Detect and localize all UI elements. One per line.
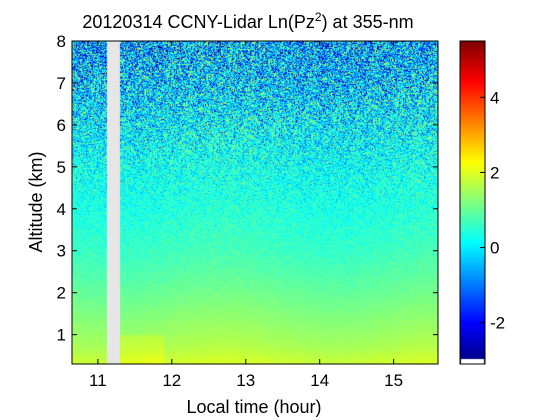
y-tick-label: 5 <box>57 158 66 177</box>
plot-area <box>71 40 439 365</box>
plot-frame <box>71 40 439 365</box>
colorbar-tick-label: 4 <box>490 88 499 107</box>
y-tick-label: 8 <box>57 32 66 51</box>
y-tick-label: 6 <box>57 116 66 135</box>
y-tick-label: 7 <box>57 74 66 93</box>
x-tick-label: 11 <box>89 371 107 390</box>
colorbar: -2 0 2 4 <box>459 40 505 365</box>
y-axis-label: Altitude (km) <box>26 151 46 252</box>
colorbar-tick-label: 0 <box>490 239 499 258</box>
x-tick-label: 13 <box>236 371 255 390</box>
colorbar-tick-label: -2 <box>490 314 505 333</box>
x-axis-label: Local time (hour) <box>186 397 321 417</box>
y-tick-label: 3 <box>57 242 66 261</box>
x-axis: 11 12 13 14 15 <box>89 41 403 390</box>
colorbar-tick-label: 2 <box>490 163 499 182</box>
y-tick-label: 4 <box>57 200 66 219</box>
colorbar-frame <box>459 40 486 365</box>
y-axis: 1 2 3 4 5 6 7 8 <box>57 32 438 345</box>
chart-title: 20120314 CCNY-Lidar Ln(Pz2) at 355-nm <box>82 10 413 32</box>
x-tick-label: 14 <box>310 371 329 390</box>
x-tick-label: 15 <box>384 371 403 390</box>
y-tick-label: 2 <box>57 284 66 303</box>
x-tick-label: 12 <box>162 371 181 390</box>
y-tick-label: 1 <box>57 326 66 345</box>
